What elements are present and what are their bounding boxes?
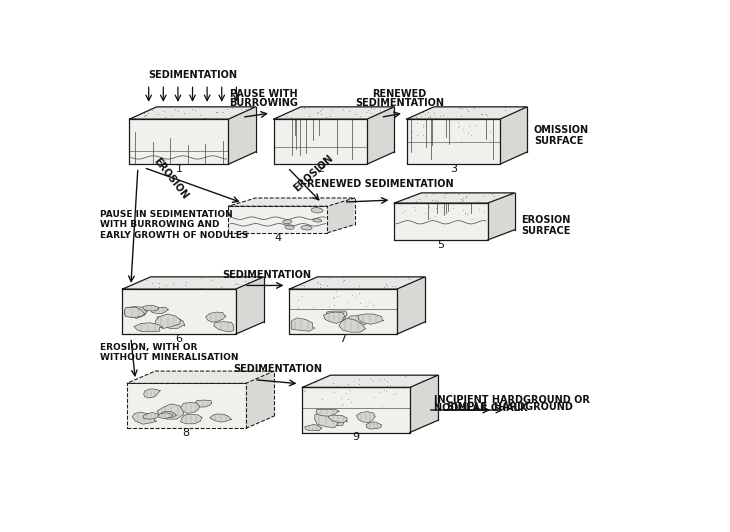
Polygon shape	[125, 306, 147, 318]
Polygon shape	[143, 412, 158, 419]
Text: 7: 7	[339, 334, 347, 344]
Polygon shape	[302, 387, 410, 433]
Ellipse shape	[311, 207, 323, 213]
Ellipse shape	[283, 220, 292, 223]
Text: RENEWED: RENEWED	[372, 89, 426, 99]
Text: 4: 4	[274, 232, 282, 243]
Text: EROSION: EROSION	[151, 156, 190, 202]
Text: SEDIMENTATION: SEDIMENTATION	[234, 364, 323, 375]
Polygon shape	[366, 315, 380, 322]
Polygon shape	[358, 314, 383, 324]
Polygon shape	[127, 371, 274, 384]
Polygon shape	[274, 107, 394, 119]
Polygon shape	[206, 312, 226, 322]
Polygon shape	[181, 403, 199, 413]
Text: BURROWING: BURROWING	[229, 97, 298, 107]
Polygon shape	[228, 206, 328, 233]
Ellipse shape	[312, 219, 322, 222]
Text: SEDIMENTATION: SEDIMENTATION	[222, 270, 311, 280]
Polygon shape	[289, 289, 397, 334]
Text: EROSION
SURFACE: EROSION SURFACE	[521, 215, 571, 236]
Polygon shape	[356, 412, 375, 423]
Text: EROSION, WITH OR
WITHOUT MINERALISATION: EROSION, WITH OR WITHOUT MINERALISATION	[100, 343, 238, 362]
Polygon shape	[323, 312, 345, 323]
Text: 3: 3	[450, 164, 457, 174]
Polygon shape	[193, 400, 212, 407]
Text: 9: 9	[353, 433, 360, 443]
Polygon shape	[324, 415, 345, 426]
Text: 6: 6	[175, 334, 182, 344]
Ellipse shape	[285, 225, 294, 229]
Polygon shape	[500, 107, 527, 164]
Polygon shape	[289, 277, 425, 289]
Text: NODULAR CHALK: NODULAR CHALK	[434, 403, 527, 413]
Polygon shape	[157, 404, 184, 419]
Text: 2: 2	[317, 164, 324, 174]
Polygon shape	[132, 412, 157, 424]
Polygon shape	[144, 389, 161, 398]
Polygon shape	[328, 415, 347, 422]
Polygon shape	[394, 193, 515, 203]
Polygon shape	[339, 318, 366, 332]
Polygon shape	[180, 414, 202, 424]
Polygon shape	[134, 323, 164, 332]
Text: 8: 8	[182, 428, 190, 438]
Polygon shape	[127, 384, 246, 428]
Text: 1: 1	[175, 164, 182, 174]
Polygon shape	[214, 322, 234, 332]
Text: SEDIMENTATION: SEDIMENTATION	[355, 97, 444, 107]
Polygon shape	[157, 316, 185, 329]
Text: EROSION: EROSION	[291, 153, 335, 193]
Polygon shape	[125, 307, 145, 318]
Text: PAUSE IN SEDIMENTATION
WITH BURROWING AND
EARLY GROWTH OF NODULES: PAUSE IN SEDIMENTATION WITH BURROWING AN…	[100, 210, 248, 239]
Polygon shape	[407, 119, 500, 164]
Polygon shape	[129, 119, 228, 164]
Polygon shape	[123, 289, 236, 334]
Text: SIMPLE  HARDGROUND: SIMPLE HARDGROUND	[447, 402, 572, 412]
Polygon shape	[236, 277, 264, 334]
Text: OMISSION
SURFACE: OMISSION SURFACE	[534, 124, 589, 146]
Polygon shape	[143, 305, 158, 311]
Polygon shape	[366, 422, 382, 429]
Text: 5: 5	[437, 240, 445, 250]
Polygon shape	[394, 203, 488, 240]
Text: RENEWED SEDIMENTATION: RENEWED SEDIMENTATION	[307, 179, 453, 189]
Polygon shape	[155, 314, 181, 328]
Polygon shape	[162, 412, 177, 417]
Polygon shape	[246, 371, 274, 428]
Polygon shape	[367, 107, 394, 164]
Polygon shape	[151, 307, 169, 314]
Polygon shape	[328, 198, 355, 233]
Polygon shape	[347, 315, 366, 326]
Polygon shape	[326, 311, 347, 322]
Polygon shape	[304, 425, 322, 430]
Polygon shape	[397, 277, 425, 334]
Polygon shape	[488, 193, 515, 240]
Polygon shape	[291, 318, 315, 331]
Polygon shape	[129, 107, 255, 119]
Polygon shape	[274, 119, 367, 164]
Polygon shape	[315, 413, 338, 428]
Ellipse shape	[301, 226, 312, 230]
Polygon shape	[158, 413, 173, 418]
Polygon shape	[228, 198, 355, 206]
Polygon shape	[228, 107, 256, 164]
Text: INCIPIENT HARDGROUND OR: INCIPIENT HARDGROUND OR	[434, 395, 589, 405]
Polygon shape	[210, 414, 231, 422]
Polygon shape	[407, 107, 527, 119]
Text: SEDIMENTATION: SEDIMENTATION	[148, 70, 237, 80]
Text: PAUSE WITH: PAUSE WITH	[230, 89, 297, 99]
Polygon shape	[316, 409, 339, 416]
Polygon shape	[123, 277, 264, 289]
Polygon shape	[302, 375, 438, 387]
Polygon shape	[410, 375, 438, 433]
